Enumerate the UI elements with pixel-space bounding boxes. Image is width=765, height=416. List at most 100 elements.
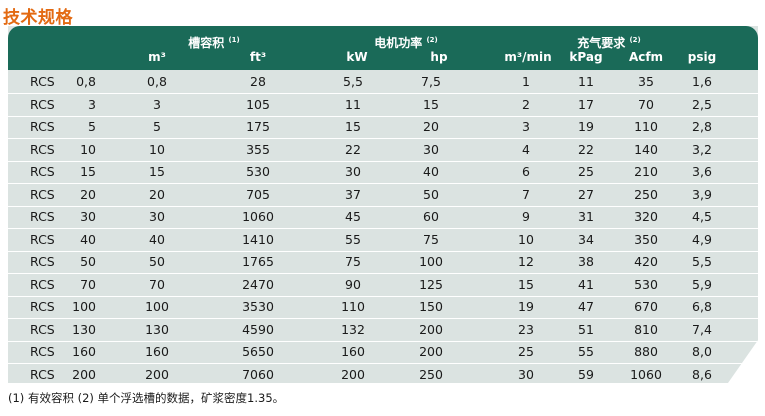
cell-kpag: 11 [578,74,594,89]
table-row: RCS 5 5 175 15 20 3 19 110 2,8 [8,116,758,139]
table-row: RCS 160 160 5650 160 200 25 55 880 8,0 [8,341,758,364]
cell-ft3: 1060 [242,209,274,224]
cell-kpag: 47 [578,299,594,314]
cell-acfm: 140 [634,141,658,157]
cell-m3min: 3 [522,119,530,134]
cell-m3min: 25 [518,344,534,359]
cell-model: RCS [30,209,55,224]
table-row: RCS 50 50 1765 75 100 12 38 420 5,5 [8,251,758,274]
cell-hp: 20 [423,119,439,134]
cell-acfm: 810 [634,321,658,337]
cell-size: 200 [72,366,96,382]
table-row: RCS 30 30 1060 45 60 9 31 320 4,5 [8,206,758,229]
cell-m3: 30 [149,209,165,224]
cell-m3min: 1 [522,74,530,89]
cell-kw: 45 [345,209,361,224]
cell-m3min: 9 [522,209,530,224]
cell-kpag: 27 [578,186,594,202]
cell-model: RCS [30,164,55,179]
cell-psig: 2,5 [692,96,712,112]
cell-kw: 90 [345,276,361,292]
cell-ft3: 3530 [242,299,274,314]
cell-kpag: 17 [578,96,594,112]
table-row: RCS 100 100 3530 110 150 19 47 670 6,8 [8,296,758,319]
header-motor-power-note: (2) [426,36,438,44]
cell-kw: 15 [345,119,361,134]
table-row: RCS 200 200 7060 200 250 30 59 1060 8,6 [8,364,758,384]
cell-size: 30 [80,209,96,224]
cell-acfm: 670 [634,299,658,314]
cell-size: 160 [72,344,96,359]
cell-kpag: 19 [578,119,594,134]
cell-kpag: 38 [578,254,594,269]
cell-psig: 8,6 [692,366,712,382]
cell-model: RCS [30,119,55,134]
cell-m3min: 10 [518,231,534,247]
cell-model: RCS [30,299,55,314]
cell-kw: 75 [345,254,361,269]
cell-hp: 40 [423,164,439,179]
unit-psig: psig [687,50,717,64]
cell-m3: 200 [145,366,169,382]
cell-psig: 5,9 [692,276,712,292]
cell-kw: 110 [341,299,365,314]
cell-acfm: 320 [634,209,658,224]
cell-ft3: 105 [246,96,270,112]
cell-model: RCS [30,96,55,112]
cell-size: 100 [72,299,96,314]
cell-ft3: 355 [246,141,270,157]
cell-kpag: 31 [578,209,594,224]
cell-hp: 150 [419,299,443,314]
cell-kw: 160 [341,344,365,359]
cell-size: 3 [88,96,96,112]
cell-kw: 22 [345,141,361,157]
cell-size: 5 [88,119,96,134]
cell-psig: 6,8 [692,299,712,314]
cell-hp: 30 [423,141,439,157]
cell-size: 40 [80,231,96,247]
cell-acfm: 880 [634,344,658,359]
cell-ft3: 2470 [242,276,274,292]
cell-kw: 5,5 [343,74,363,89]
cell-kpag: 22 [578,141,594,157]
cell-m3: 10 [149,141,165,157]
cell-m3: 3 [153,96,161,112]
cell-m3min: 6 [522,164,530,179]
unit-hp: hp [430,50,448,64]
cell-m3: 160 [145,344,169,359]
cell-size: 70 [80,276,96,292]
unit-kpag: kPag [569,50,603,64]
cell-m3: 40 [149,231,165,247]
unit-kw: kW [346,50,368,64]
cell-ft3: 1765 [242,254,274,269]
cell-model: RCS [30,74,55,89]
cell-hp: 60 [423,209,439,224]
cell-m3: 15 [149,164,165,179]
cell-psig: 7,4 [692,321,712,337]
cell-hp: 250 [419,366,443,382]
cell-hp: 100 [419,254,443,269]
cell-psig: 2,8 [692,119,712,134]
cell-ft3: 1410 [242,231,274,247]
cell-ft3: 530 [246,164,270,179]
cell-m3: 130 [145,321,169,337]
table-row: RCS 15 15 530 30 40 6 25 210 3,6 [8,161,758,184]
header-motor-power-label: 电机功率 [374,36,423,50]
cell-size: 50 [80,254,96,269]
table-row: RCS 40 40 1410 55 75 10 34 350 4,9 [8,229,758,252]
cell-acfm: 1060 [630,366,662,382]
cell-psig: 3,9 [692,186,712,202]
cell-m3: 70 [149,276,165,292]
header-tank-volume: 槽容积 (1) [159,34,269,51]
header-air-requirement: 充气要求 (2) [559,34,659,51]
cell-size: 20 [80,186,96,202]
page-title: 技术规格 [3,8,73,28]
cell-model: RCS [30,344,55,359]
unit-ft3: ft³ [249,50,267,64]
cell-kpag: 55 [578,344,594,359]
cell-kpag: 25 [578,164,594,179]
table-row: RCS 130 130 4590 132 200 23 51 810 7,4 [8,319,758,342]
cell-model: RCS [30,141,55,157]
cell-acfm: 350 [634,231,658,247]
header-tank-volume-note: (1) [228,36,240,44]
